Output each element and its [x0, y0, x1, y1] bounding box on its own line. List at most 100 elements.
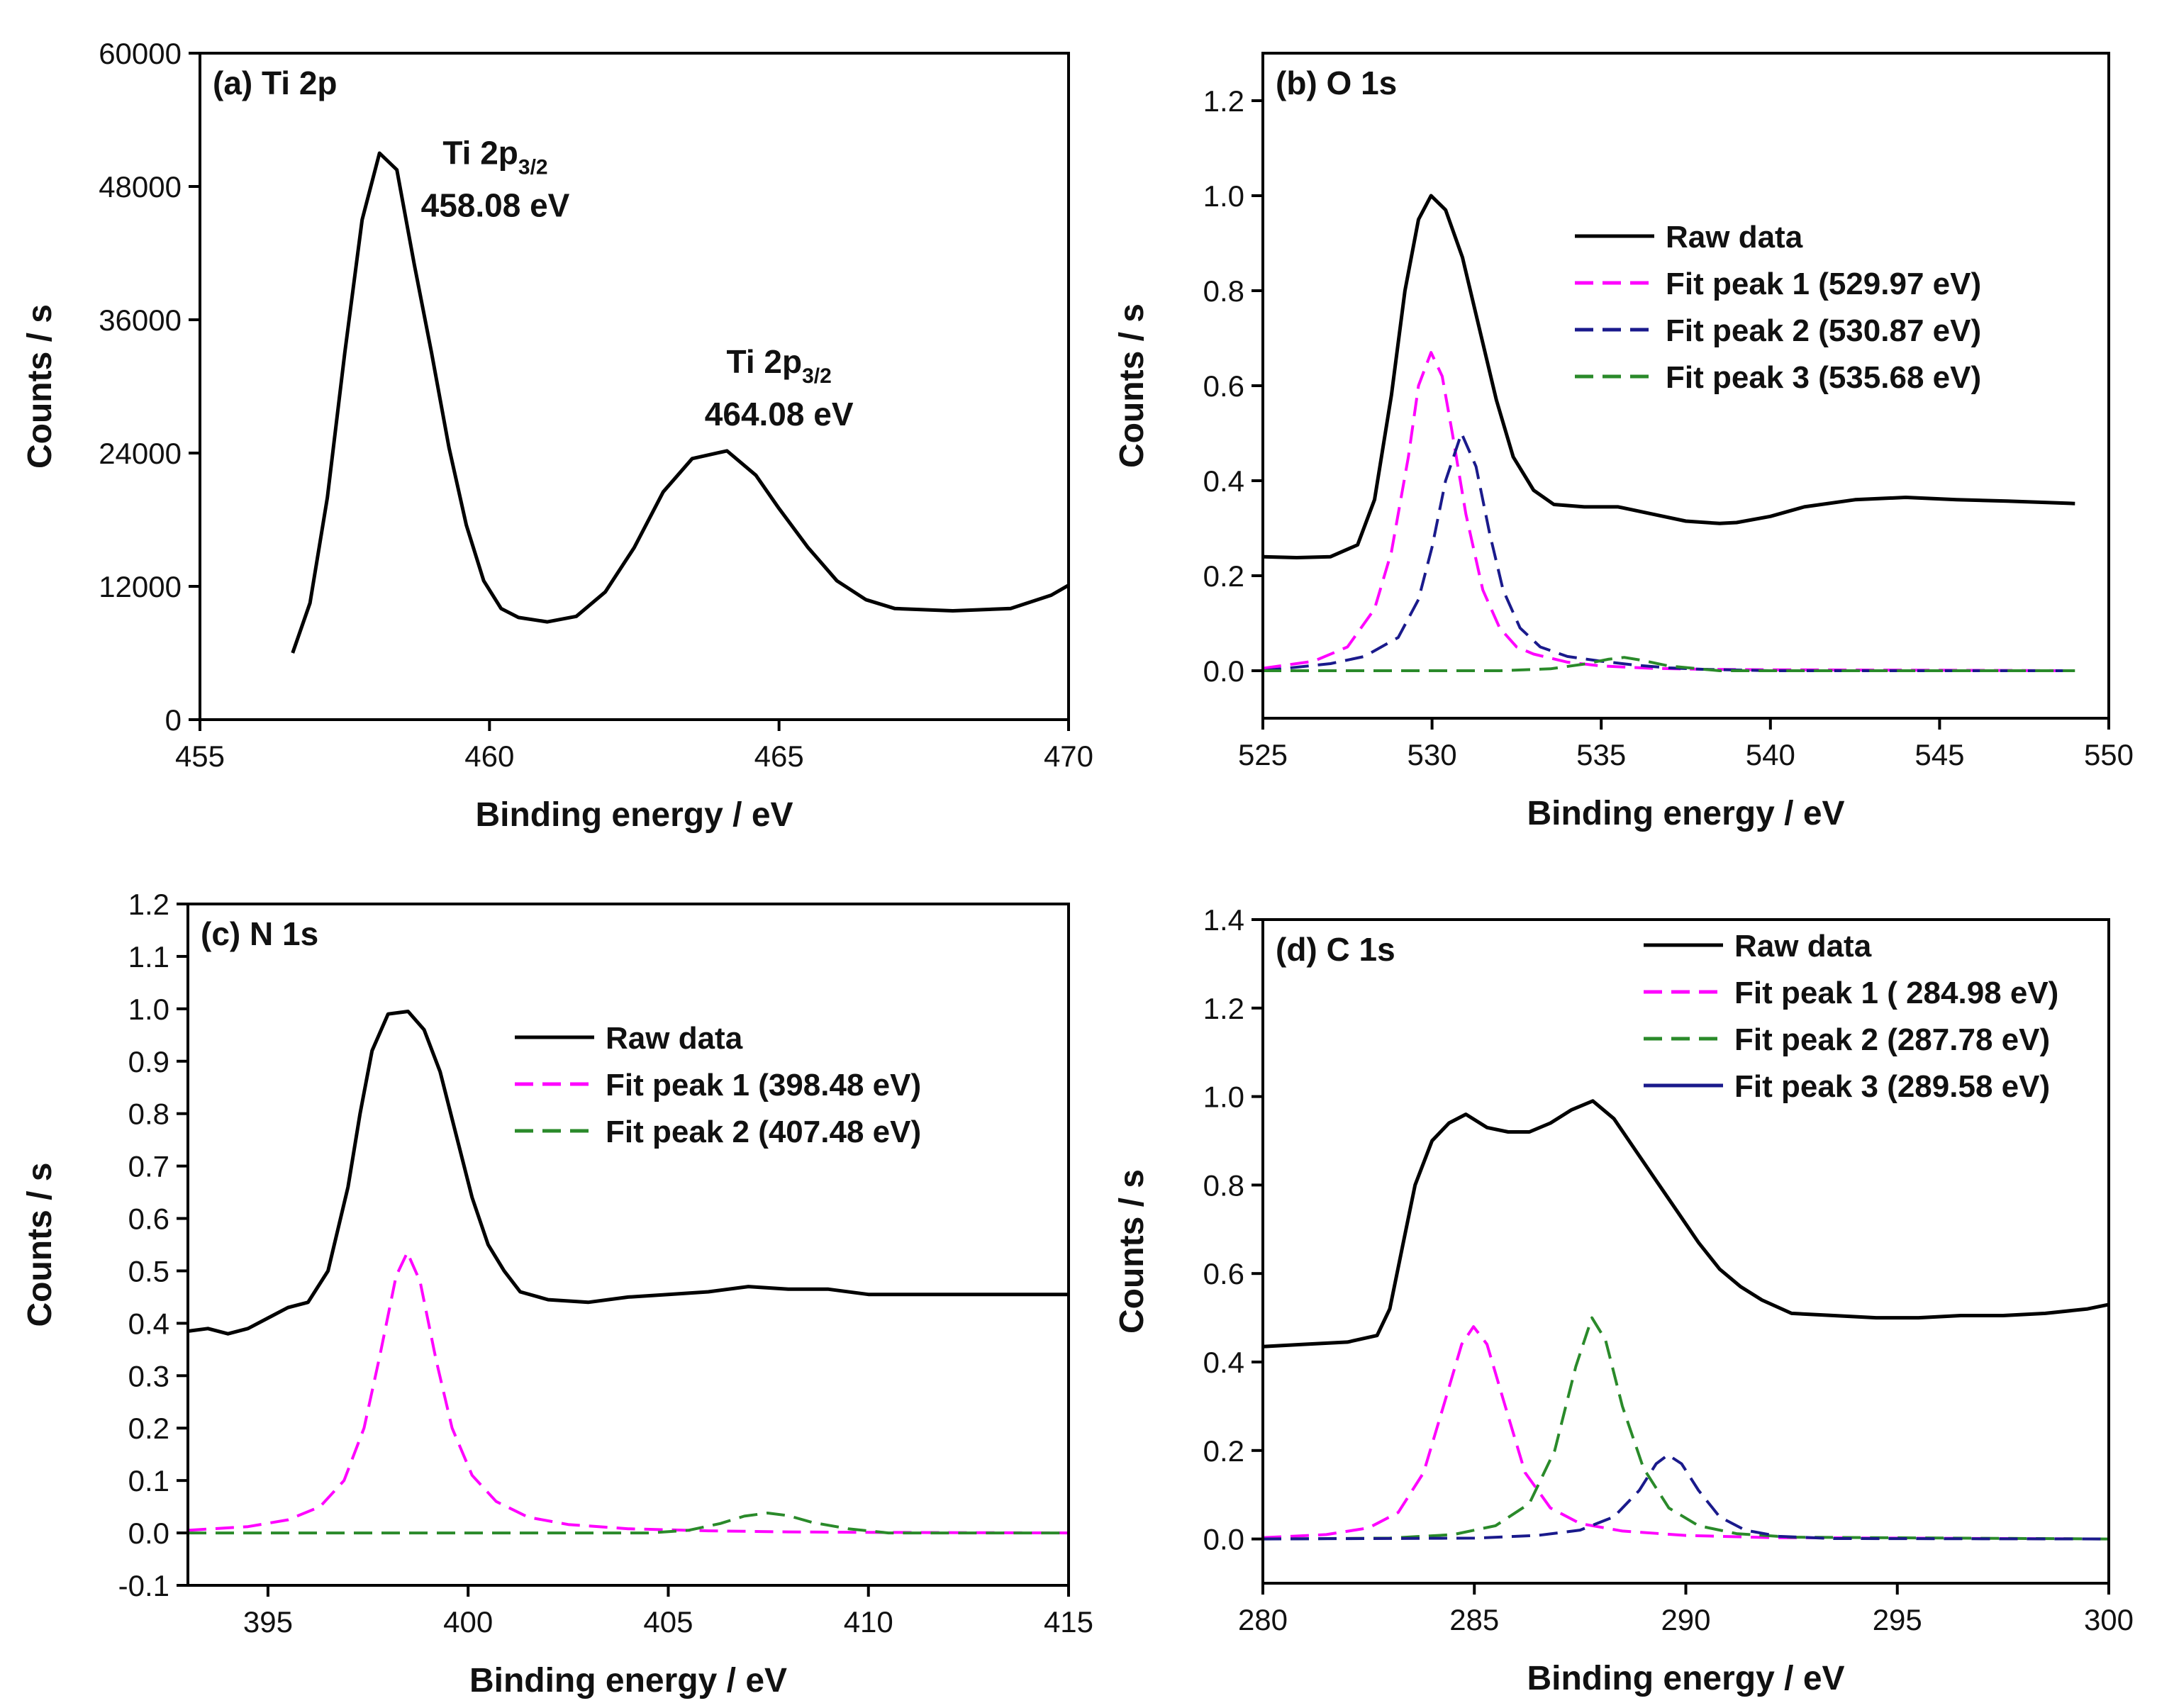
series-line-d-2 — [1262, 1316, 2109, 1541]
series-line-c-2 — [188, 1512, 1069, 1535]
chart-panel-d: 280 285 290 295 300 0.0 0.2 0.4 0.6 0.8 1.0 1.2 1.4 B… — [1113, 903, 2134, 1697]
panel-title-c: (c) N 1s — [201, 915, 318, 952]
series-line-d-0 — [1262, 1099, 2109, 1349]
y-tick-label-a-0: 0 — [165, 703, 182, 737]
panel-title-a: (a) Ti 2p — [213, 65, 338, 101]
plot-frame-c — [186, 903, 1070, 1587]
x-axis-label-a: Binding energy / eV — [475, 796, 793, 834]
y-tick-label-d-2: 0.4 — [1203, 1346, 1244, 1379]
peak-annotation-a-2: Ti 2p3/2 — [727, 343, 832, 388]
y-axis-label-d: Counts / s — [1113, 1169, 1151, 1334]
series-line-c-0 — [187, 1010, 1069, 1336]
y-tick-label-d-1: 0.2 — [1203, 1434, 1244, 1468]
legend-label-d-1: Fit peak 1 ( 284.98 eV) — [1734, 976, 2058, 1010]
peak-annotation-a-0: Ti 2p3/2 — [442, 135, 547, 179]
y-axis-label-c: Counts / s — [21, 1162, 59, 1327]
peak-annotation-a-3: 464.08 eV — [705, 396, 854, 432]
x-tick-label-c-0: 395 — [243, 1605, 293, 1639]
x-tick-label-b-5: 550 — [2084, 738, 2134, 771]
y-tick-label-c-7: 0.6 — [128, 1202, 169, 1236]
panel-title-b: (b) O 1s — [1276, 65, 1397, 101]
legend-label-b-2: Fit peak 2 (530.87 eV) — [1666, 313, 1981, 348]
y-axis-label-a: Counts / s — [21, 304, 59, 469]
y-tick-label-c-2: 0.1 — [128, 1464, 169, 1497]
series-line-b-3 — [1263, 656, 2075, 672]
x-tick-label-b-3: 540 — [1746, 738, 1795, 771]
x-tick-label-b-0: 525 — [1238, 738, 1288, 771]
legend-label-d-0: Raw data — [1734, 929, 1872, 964]
y-tick-label-a-2: 24000 — [99, 437, 182, 470]
x-tick-label-a-2: 465 — [754, 739, 804, 773]
legend-label-b-1: Fit peak 1 (529.97 eV) — [1666, 267, 1981, 301]
y-tick-label-b-6: 1.2 — [1203, 84, 1244, 118]
y-axis-label-b: Counts / s — [1113, 303, 1151, 468]
y-tick-label-b-1: 0.2 — [1203, 559, 1244, 593]
legend-label-c-0: Raw data — [606, 1021, 743, 1056]
y-tick-label-c-11: 1.0 — [128, 993, 169, 1026]
y-tick-label-d-3: 0.6 — [1203, 1257, 1244, 1290]
y-tick-label-b-2: 0.4 — [1203, 464, 1244, 498]
y-tick-label-d-7: 1.4 — [1203, 903, 1244, 937]
x-axis-label-c: Binding energy / eV — [469, 1662, 787, 1699]
panel-title-d: (d) C 1s — [1276, 931, 1395, 968]
x-tick-label-c-3: 410 — [844, 1605, 893, 1639]
peak-annotation-a-1: 458.08 eV — [421, 186, 570, 223]
x-tick-label-c-4: 415 — [1044, 1605, 1093, 1639]
chart-panel-b: 525 530 535 540 545 550 0.0 0.2 0.4 0.6 0.8 1.0 1.2 B… — [1113, 52, 2134, 832]
x-tick-label-b-1: 530 — [1408, 738, 1457, 771]
y-tick-label-c-9: 0.8 — [128, 1098, 169, 1131]
x-axis-label-b: Binding energy / eV — [1527, 795, 1844, 832]
x-tick-label-d-1: 285 — [1449, 1603, 1499, 1636]
x-tick-label-d-3: 295 — [1873, 1603, 1922, 1636]
x-tick-label-a-1: 460 — [464, 739, 514, 773]
y-tick-label-c-5: 0.4 — [128, 1307, 169, 1340]
y-tick-label-d-4: 0.8 — [1203, 1168, 1244, 1202]
y-tick-label-d-5: 1.0 — [1203, 1081, 1244, 1114]
series-line-d-3 — [1262, 1453, 2109, 1541]
chart-panel-a: 455 460 465 470 0 12000 24000 36000 48000 60000 Bi… — [21, 37, 1093, 834]
x-tick-label-a-3: 470 — [1044, 739, 1093, 773]
y-tick-label-b-0: 0.0 — [1203, 654, 1244, 688]
series-line-b-0 — [1262, 194, 2075, 559]
y-tick-label-c-4: 0.3 — [128, 1359, 169, 1392]
y-tick-label-b-4: 0.8 — [1203, 274, 1244, 308]
y-tick-label-b-5: 1.0 — [1203, 179, 1244, 213]
series-line-c-1 — [187, 1251, 1069, 1535]
y-tick-label-d-6: 1.2 — [1203, 992, 1244, 1025]
x-tick-label-d-0: 280 — [1238, 1603, 1288, 1636]
y-tick-label-c-8: 0.7 — [128, 1150, 169, 1183]
legend-label-b-0: Raw data — [1666, 220, 1803, 255]
x-tick-label-c-2: 405 — [643, 1605, 693, 1639]
y-tick-label-a-4: 48000 — [99, 170, 182, 203]
y-tick-label-c-12: 1.1 — [128, 940, 169, 973]
x-tick-label-b-2: 535 — [1576, 738, 1626, 771]
series-line-d-1 — [1262, 1325, 2109, 1541]
legend-label-c-1: Fit peak 1 (398.48 eV) — [606, 1068, 921, 1103]
y-tick-label-b-3: 0.6 — [1203, 369, 1244, 403]
y-tick-label-c-10: 0.9 — [128, 1045, 169, 1078]
legend-label-b-3: Fit peak 3 (535.68 eV) — [1666, 360, 1981, 395]
y-tick-label-c-0: -0.1 — [118, 1569, 169, 1602]
y-tick-label-c-3: 0.2 — [128, 1412, 169, 1445]
x-tick-label-a-0: 455 — [175, 739, 225, 773]
legend-label-d-2: Fit peak 2 (287.78 eV) — [1734, 1022, 2050, 1057]
plot-frame-a — [199, 52, 1070, 721]
y-tick-label-c-13: 1.2 — [128, 888, 169, 921]
x-tick-label-c-1: 400 — [443, 1605, 493, 1639]
y-tick-label-a-5: 60000 — [99, 37, 182, 70]
y-tick-label-c-6: 0.5 — [128, 1254, 169, 1288]
x-axis-label-d: Binding energy / eV — [1527, 1660, 1844, 1697]
x-tick-label-b-4: 545 — [1914, 738, 1964, 771]
y-tick-label-a-1: 12000 — [99, 570, 182, 603]
y-tick-label-a-3: 36000 — [99, 303, 182, 337]
legend-label-c-2: Fit peak 2 (407.48 eV) — [606, 1115, 921, 1149]
y-tick-label-c-1: 0.0 — [128, 1517, 169, 1550]
legend-label-d-3: Fit peak 3 (289.58 eV) — [1734, 1069, 2050, 1104]
x-tick-label-d-4: 300 — [2084, 1603, 2134, 1636]
y-tick-label-d-0: 0.0 — [1203, 1523, 1244, 1556]
series-line-b-2 — [1262, 432, 2075, 672]
x-tick-label-d-2: 290 — [1661, 1603, 1710, 1636]
chart-panel-c: 395 400 405 410 415 -0.1 0.0 0.1 0.2 0.3 0.4 0.5 0.6… — [21, 888, 1093, 1699]
series-line-a-0 — [291, 151, 1070, 654]
